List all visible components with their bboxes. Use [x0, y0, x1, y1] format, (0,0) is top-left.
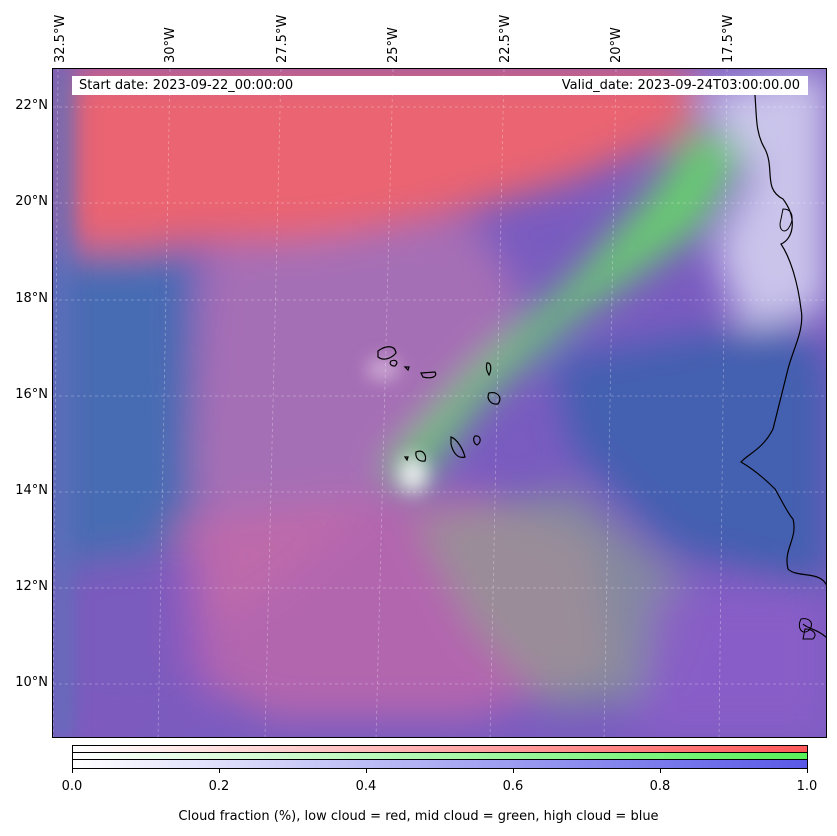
colorbar-tick-label: 0.4: [355, 779, 377, 794]
colorbar-tick-mark: [513, 769, 514, 773]
colorbar-title: Cloud fraction (%), low cloud = red, mid…: [178, 809, 659, 824]
start-date-label: Start date: 2023-09-22_00:00:00: [79, 78, 294, 93]
valid-date-label: Valid_date: 2023-09-24T03:00:00.00: [561, 78, 800, 93]
lat-tick-label: 22°N: [15, 98, 48, 113]
bijagos-islands: [798, 618, 812, 633]
clear-spot-north: [367, 359, 399, 379]
lat-tick-label: 18°N: [15, 291, 48, 306]
colorbar-tick-mark: [807, 769, 808, 773]
high-cloud-southwest: [53, 549, 213, 737]
santiago-island: [450, 436, 466, 458]
lon-tick-label: 22.5°W: [498, 14, 513, 63]
lat-tick-label: 20°N: [15, 194, 48, 209]
colorbar-tick-mark: [660, 769, 661, 773]
colorbar-tick-label: 0.2: [208, 779, 230, 794]
colorbar-low-cloud: [73, 746, 807, 753]
sal-island: [485, 362, 492, 377]
lon-tick-label: 30°W: [163, 27, 178, 63]
cape-verde-islands: [377, 346, 501, 462]
west-edge: [53, 69, 73, 737]
africa-coastline: [740, 76, 826, 639]
coast-islet: [779, 208, 793, 232]
lon-tick-label: 25°W: [386, 27, 401, 63]
santa-luzia-island: [403, 366, 410, 372]
lon-tick-label: 32.5°W: [53, 14, 68, 63]
lon-tick-label: 27.5°W: [275, 14, 290, 63]
lat-tick-label: 14°N: [15, 483, 48, 498]
lat-tick-label: 16°N: [15, 387, 48, 402]
colorbar-tick-mark: [366, 769, 367, 773]
colorbar-high-cloud: [73, 760, 807, 768]
lat-tick-label: 12°N: [15, 579, 48, 594]
lat-tick-label: 10°N: [15, 675, 48, 690]
date-info-bar: [72, 76, 808, 95]
maio-island: [473, 435, 481, 446]
fogo-island: [415, 450, 427, 462]
clear-spot: [399, 456, 427, 492]
clear-northeast: [693, 69, 826, 329]
map-panel[interactable]: [52, 68, 827, 738]
colorbar-tick-mark: [219, 769, 220, 773]
colorbar-tick-label: 0.6: [502, 779, 524, 794]
mid-cloud-streak: [383, 129, 753, 489]
high-cloud-east: [553, 319, 826, 589]
mid-cloud-south: [413, 489, 693, 709]
bijagos-islands-2: [802, 628, 816, 640]
sao-vicente-island: [389, 359, 398, 367]
santo-antao-island: [377, 346, 397, 360]
colorbar-tick-mark: [72, 769, 73, 773]
low-cloud-north: [63, 69, 693, 259]
boa-vista-island: [487, 392, 501, 405]
lon-tick-label: 17.5°W: [721, 14, 736, 63]
lon-tick-label: 20°W: [609, 27, 624, 63]
high-cloud-southeast: [633, 589, 826, 737]
colorbar: [72, 745, 808, 769]
colorbar-tick-label: 0.0: [61, 779, 83, 794]
colorbar-tick-label: 0.8: [649, 779, 671, 794]
colorbar-tick-label: 1.0: [796, 779, 818, 794]
cloud-map: [53, 69, 826, 737]
brava-island: [403, 456, 409, 462]
colorbar-mid-cloud: [73, 753, 807, 760]
sao-nicolau-island: [420, 371, 437, 379]
graticule: [53, 69, 826, 737]
